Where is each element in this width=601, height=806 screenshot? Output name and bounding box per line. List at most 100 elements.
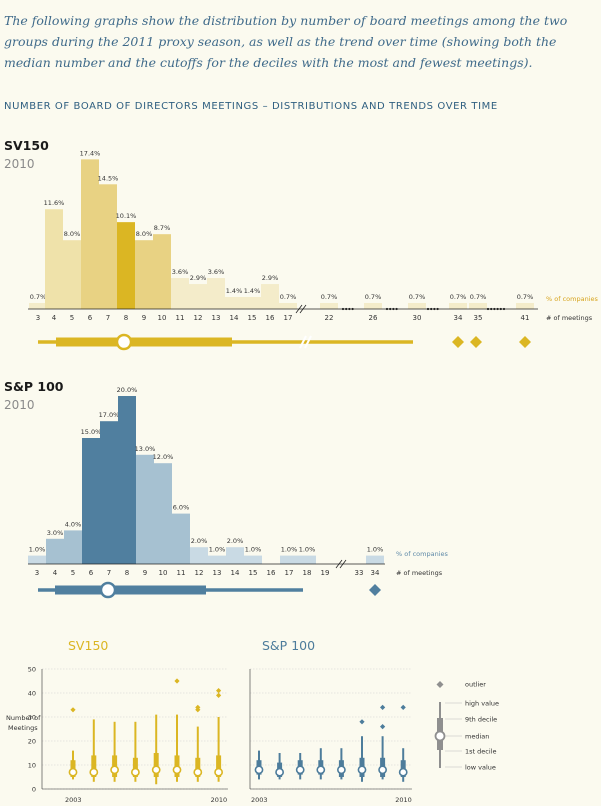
data-label-30: 0.7%	[409, 293, 426, 301]
x-tick-last: 2010	[395, 796, 412, 804]
x-tick-41: 41	[521, 314, 530, 322]
median-marker-2009	[378, 765, 387, 775]
data-label-5: 4.0%	[65, 520, 82, 528]
x-tick-13: 13	[212, 314, 221, 322]
data-label-26: 0.7%	[365, 293, 382, 301]
bar-26	[364, 302, 382, 309]
legend-label-low_value: low value	[465, 764, 496, 772]
data-label-14: 2.0%	[227, 537, 244, 545]
axis-gap-dot	[499, 307, 502, 311]
summary-outlier-marker	[369, 584, 381, 596]
median-marker-2004	[89, 767, 99, 777]
data-label-7: 14.5%	[98, 174, 119, 182]
y-tick-50: 50	[28, 666, 36, 674]
median-marker-2005	[110, 765, 119, 775]
data-label-8: 10.1%	[116, 212, 137, 220]
bar-3	[28, 555, 46, 564]
median-marker-2005	[295, 765, 305, 775]
data-label-8: 20.0%	[117, 386, 138, 394]
x-tick-17: 17	[285, 569, 294, 577]
bar-8	[117, 222, 135, 309]
data-label-10: 8.7%	[154, 224, 171, 232]
x-tick-34: 34	[454, 314, 463, 322]
x-tick-last: 2010	[211, 796, 228, 804]
x-tick-6: 6	[88, 314, 93, 322]
data-label-7: 17.0%	[99, 411, 120, 419]
outlier-marker-2009	[380, 704, 386, 710]
bar-8	[118, 396, 136, 564]
bar-6	[82, 438, 100, 564]
axis-gap-dot	[392, 307, 395, 311]
axis-gap-dot	[486, 307, 490, 311]
x-tick-35: 35	[474, 314, 483, 322]
data-label-34: 0.7%	[450, 293, 467, 301]
x-tick-7: 7	[107, 569, 111, 577]
data-label-15: 1.4%	[244, 287, 261, 295]
data-label-14: 1.4%	[226, 287, 243, 295]
legend-label-outlier: outlier	[465, 681, 486, 689]
bar-4	[46, 538, 64, 564]
section-title: NUMBER OF BOARD OF DIRECTORS MEETINGS – …	[4, 101, 498, 112]
y-tick-20: 20	[28, 738, 36, 746]
data-label-9: 8.0%	[136, 230, 153, 238]
summary-break-mark	[304, 335, 312, 349]
x-tick-16: 16	[266, 314, 275, 322]
decile-box-2007	[153, 753, 159, 777]
x-tick-14: 14	[230, 314, 239, 322]
data-label-12: 2.0%	[191, 537, 208, 545]
x-tick-11: 11	[176, 314, 185, 322]
bar-11	[171, 278, 189, 309]
data-label-18: 1.0%	[299, 546, 316, 554]
legend-label-ninth_decile: 9th decile	[465, 716, 497, 724]
median-marker-2009	[193, 767, 203, 777]
median-marker-2006	[130, 767, 140, 777]
median-marker-2007	[151, 765, 161, 775]
x-tick-10: 10	[159, 569, 168, 577]
median-marker-2003	[254, 765, 264, 775]
outlier-marker-2008	[359, 719, 365, 725]
x-tick-7: 7	[106, 314, 110, 322]
axis-gap-dot	[385, 307, 389, 311]
outlier-marker-2010	[216, 688, 222, 694]
x-tick-10: 10	[158, 314, 167, 322]
y-tick-40: 40	[28, 690, 36, 698]
outlier-marker-2009	[195, 704, 201, 710]
x-tick-8: 8	[124, 314, 128, 322]
bar-5	[63, 240, 81, 309]
bar-15	[243, 296, 261, 309]
summary-outlier-marker	[519, 336, 531, 348]
axis-break-mark	[299, 304, 307, 314]
axis-break-mark	[339, 559, 347, 569]
bar-7	[99, 184, 117, 309]
y-tick-0: 0	[32, 786, 36, 794]
median-marker-2007	[336, 765, 346, 775]
median-marker-2010	[398, 767, 408, 777]
bar-15	[244, 555, 262, 564]
data-label-12: 2.9%	[190, 274, 207, 282]
axis-gap-dot	[341, 307, 345, 311]
bar-10	[153, 234, 171, 309]
x-tick-3: 3	[35, 569, 39, 577]
data-label-13: 3.6%	[208, 268, 225, 276]
data-label-22: 0.7%	[321, 293, 338, 301]
data-label-6: 17.4%	[80, 149, 101, 157]
bar-14	[226, 547, 244, 564]
bar-13	[207, 278, 225, 309]
data-label-34: 1.0%	[367, 546, 384, 554]
x-tick-26: 26	[369, 314, 378, 322]
decile-box-2009	[195, 757, 201, 777]
x-tick-9: 9	[143, 569, 147, 577]
data-label-10: 12.0%	[153, 453, 174, 461]
y-axis-label: Number of	[6, 714, 41, 722]
outlier-marker-2009	[380, 724, 386, 730]
outlier-marker-2010	[400, 704, 406, 710]
bar-30	[408, 302, 426, 309]
axis-gap-dot	[490, 307, 493, 311]
axis-gap-dot	[345, 307, 348, 311]
bar-34	[449, 302, 467, 309]
summary-decile-box	[56, 337, 232, 347]
bar-17	[279, 302, 297, 309]
bar-12	[189, 284, 207, 309]
x-tick-13: 13	[213, 569, 222, 577]
data-label-11: 3.6%	[172, 268, 189, 276]
